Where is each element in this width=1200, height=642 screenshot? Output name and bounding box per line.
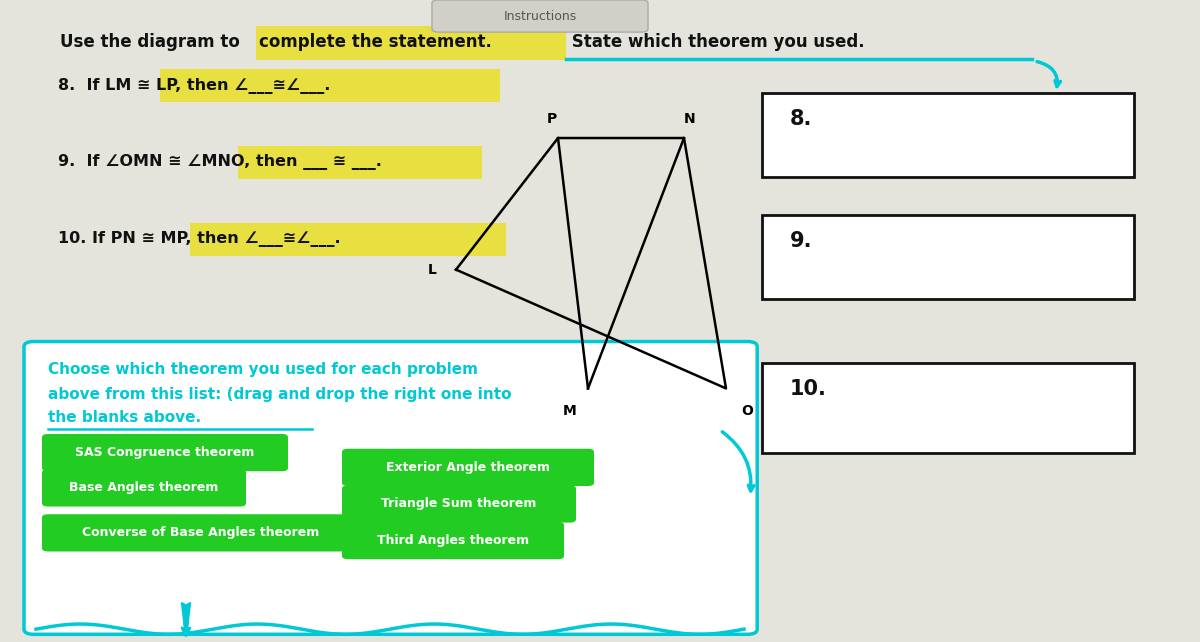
Text: 8.: 8. [790, 109, 812, 129]
FancyBboxPatch shape [42, 434, 288, 471]
Text: L: L [427, 263, 437, 277]
Text: the blanks above.: the blanks above. [48, 410, 202, 425]
Text: Instructions: Instructions [503, 10, 577, 22]
Text: Third Angles theorem: Third Angles theorem [377, 534, 529, 547]
Text: State which theorem you used.: State which theorem you used. [566, 33, 865, 51]
FancyBboxPatch shape [24, 342, 757, 634]
Text: Exterior Angle theorem: Exterior Angle theorem [386, 461, 550, 474]
Text: SAS Congruence theorem: SAS Congruence theorem [76, 446, 254, 459]
FancyBboxPatch shape [342, 522, 564, 559]
Text: M: M [563, 404, 577, 419]
Text: 10. If PN ≅ MP, then ∠___≅∠___.: 10. If PN ≅ MP, then ∠___≅∠___. [58, 232, 341, 247]
Text: 10.: 10. [790, 379, 827, 399]
FancyBboxPatch shape [432, 0, 648, 32]
FancyBboxPatch shape [238, 146, 482, 179]
Text: O: O [742, 404, 754, 419]
FancyBboxPatch shape [762, 363, 1134, 453]
Text: Choose which theorem you used for each problem: Choose which theorem you used for each p… [48, 361, 478, 377]
FancyBboxPatch shape [256, 26, 566, 60]
FancyBboxPatch shape [762, 215, 1134, 299]
Text: 8.  If LM ≅ LP, then ∠___≅∠___.: 8. If LM ≅ LP, then ∠___≅∠___. [58, 78, 330, 94]
FancyBboxPatch shape [342, 485, 576, 523]
FancyBboxPatch shape [160, 69, 500, 102]
Text: N: N [684, 112, 696, 126]
FancyBboxPatch shape [762, 93, 1134, 177]
Text: Triangle Sum theorem: Triangle Sum theorem [382, 498, 536, 510]
FancyBboxPatch shape [190, 223, 506, 256]
FancyBboxPatch shape [42, 514, 360, 551]
Text: complete the statement.: complete the statement. [259, 33, 492, 51]
FancyBboxPatch shape [42, 469, 246, 507]
Text: Base Angles theorem: Base Angles theorem [70, 482, 218, 494]
Text: above from this list: (drag and drop the right one into: above from this list: (drag and drop the… [48, 387, 511, 403]
Text: Converse of Base Angles theorem: Converse of Base Angles theorem [83, 526, 319, 539]
Text: 9.: 9. [790, 231, 812, 251]
Text: 9.  If ∠OMN ≅ ∠MNO, then ___ ≅ ___.: 9. If ∠OMN ≅ ∠MNO, then ___ ≅ ___. [58, 155, 382, 170]
FancyBboxPatch shape [342, 449, 594, 486]
Text: P: P [547, 112, 557, 126]
Text: Use the diagram to: Use the diagram to [60, 33, 246, 51]
